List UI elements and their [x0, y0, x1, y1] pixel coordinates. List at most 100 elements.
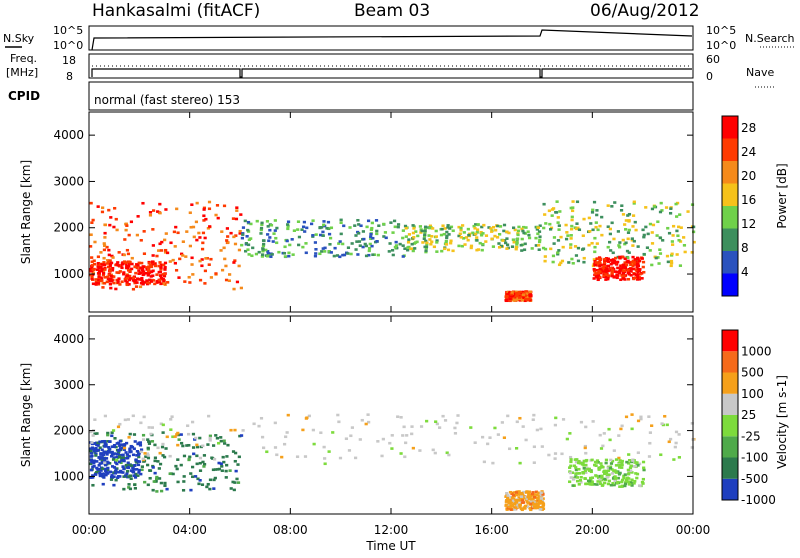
range-cell: [151, 262, 155, 266]
range-cell: [424, 250, 428, 254]
range-cell: [510, 298, 514, 302]
range-cell: [98, 457, 102, 461]
range-cell: [428, 226, 432, 230]
range-cell: [214, 434, 218, 437]
range-cell: [633, 272, 637, 276]
range-cell: [383, 231, 388, 234]
range-cell: [97, 278, 101, 282]
range-cell: [475, 236, 479, 239]
range-cell: [593, 236, 597, 240]
range-cell: [581, 471, 585, 475]
range-cell: [285, 239, 289, 243]
range-cell: [94, 452, 98, 456]
range-cell: [104, 457, 109, 460]
nsearch-label: N.Search: [745, 32, 795, 45]
range-cell: [139, 266, 143, 270]
range-cell: [401, 244, 405, 247]
range-cell: [602, 274, 606, 277]
range-cell: [614, 256, 618, 260]
range-cell: [158, 211, 162, 215]
range-cell: [287, 251, 291, 255]
range-cell: [496, 224, 500, 228]
range-cell: [220, 230, 224, 233]
range-cell: [528, 298, 532, 302]
range-cell: [131, 276, 136, 280]
range-cell: [162, 279, 166, 283]
range-cell: [582, 217, 586, 221]
range-cell: [260, 435, 265, 439]
range-cell: [677, 433, 681, 436]
range-cell: [115, 442, 119, 445]
range-cell: [195, 443, 199, 447]
range-cell: [92, 461, 96, 465]
range-cell: [480, 225, 484, 229]
range-cell: [122, 448, 127, 451]
range-cell: [677, 456, 681, 459]
range-cell: [101, 286, 105, 289]
range-cell: [619, 209, 624, 212]
range-cell: [416, 234, 420, 238]
range-cell: [464, 236, 469, 239]
y-tick-label: 3000: [53, 378, 84, 392]
range-cell: [101, 273, 106, 277]
range-cell: [590, 211, 595, 214]
range-cell: [262, 446, 266, 450]
range-cell: [165, 487, 169, 491]
range-cell: [139, 421, 143, 425]
range-cell: [214, 213, 218, 217]
colorbar-tick: 25: [741, 408, 756, 422]
range-cell: [507, 231, 511, 235]
noise-trace: [91, 29, 693, 51]
range-cell: [155, 281, 159, 284]
range-cell: [603, 261, 607, 264]
range-cell: [604, 257, 609, 260]
range-cell: [523, 495, 528, 499]
range-cell: [584, 482, 588, 486]
range-cell: [99, 452, 104, 456]
range-cell: [462, 237, 466, 240]
range-cell: [115, 452, 120, 456]
range-cell: [110, 453, 115, 456]
range-cell: [99, 469, 103, 472]
range-cell: [286, 224, 290, 228]
range-cell: [631, 465, 635, 468]
range-cell: [97, 275, 101, 278]
range-cell: [118, 422, 122, 426]
x-tick-label: 16:00: [474, 523, 509, 537]
range-cell: [108, 282, 112, 286]
range-cell: [182, 475, 186, 478]
range-cell: [505, 237, 509, 240]
range-cell: [108, 267, 112, 270]
range-cell: [539, 508, 543, 511]
range-cell: [200, 264, 204, 268]
range-cell: [588, 230, 592, 233]
range-cell: [671, 234, 675, 237]
range-cell: [261, 248, 265, 251]
range-cell: [141, 273, 145, 277]
range-cell: [686, 210, 690, 213]
range-cell: [216, 468, 220, 471]
range-cell: [616, 476, 620, 480]
range-cell: [569, 460, 573, 464]
range-cell: [322, 220, 326, 223]
range-cell: [674, 441, 678, 445]
range-cell: [239, 213, 243, 216]
range-cell: [678, 264, 683, 267]
range-cell: [489, 227, 493, 230]
range-cell: [422, 237, 426, 241]
range-cell: [124, 463, 128, 467]
range-cell: [642, 270, 646, 274]
range-cell: [369, 235, 373, 239]
velocity-colorbar-label: Velocity [m s-1]: [775, 375, 789, 469]
range-cell: [236, 481, 241, 484]
range-cell: [366, 413, 370, 416]
range-cell: [510, 492, 514, 496]
range-cell: [425, 242, 429, 246]
range-cell: [476, 223, 480, 226]
range-cell: [166, 281, 170, 284]
range-cell: [219, 436, 223, 439]
freq-tick-top: 18: [62, 54, 76, 67]
range-cell: [616, 266, 620, 270]
nave-tick-bottom: 0: [706, 70, 713, 83]
range-cell: [206, 443, 210, 446]
